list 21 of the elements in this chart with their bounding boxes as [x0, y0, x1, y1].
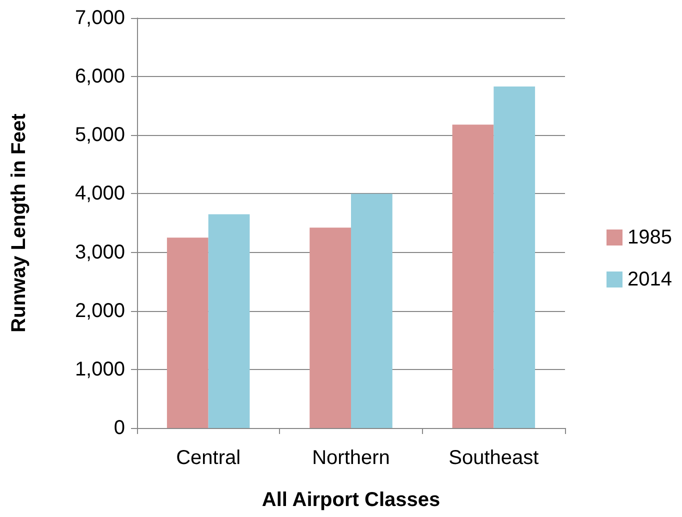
y-tick-label: 4,000	[74, 182, 125, 205]
x-axis-title: All Airport Classes	[262, 489, 440, 511]
legend-label: 1985	[628, 226, 672, 248]
bar	[351, 194, 392, 428]
legend-label: 2014	[628, 268, 672, 290]
bar	[208, 214, 250, 428]
x-tick-label: Southeast	[448, 447, 540, 469]
bar	[452, 124, 494, 428]
y-tick-label: 0	[114, 417, 125, 439]
bar	[494, 86, 536, 428]
y-tick-label: 7,000	[74, 7, 125, 29]
x-tick-label: Northern	[312, 447, 390, 469]
y-axis-title: Runway Length in Feet	[8, 113, 30, 332]
y-tick-label: 2,000	[74, 300, 125, 322]
y-tick-label: 1,000	[74, 358, 125, 380]
y-tick-label: 3,000	[74, 241, 125, 264]
bar	[166, 238, 208, 428]
x-tick-label: Central	[176, 447, 241, 469]
y-tick-label: 5,000	[74, 124, 125, 146]
y-tick-label: 6,000	[74, 66, 125, 88]
bar	[310, 228, 351, 428]
